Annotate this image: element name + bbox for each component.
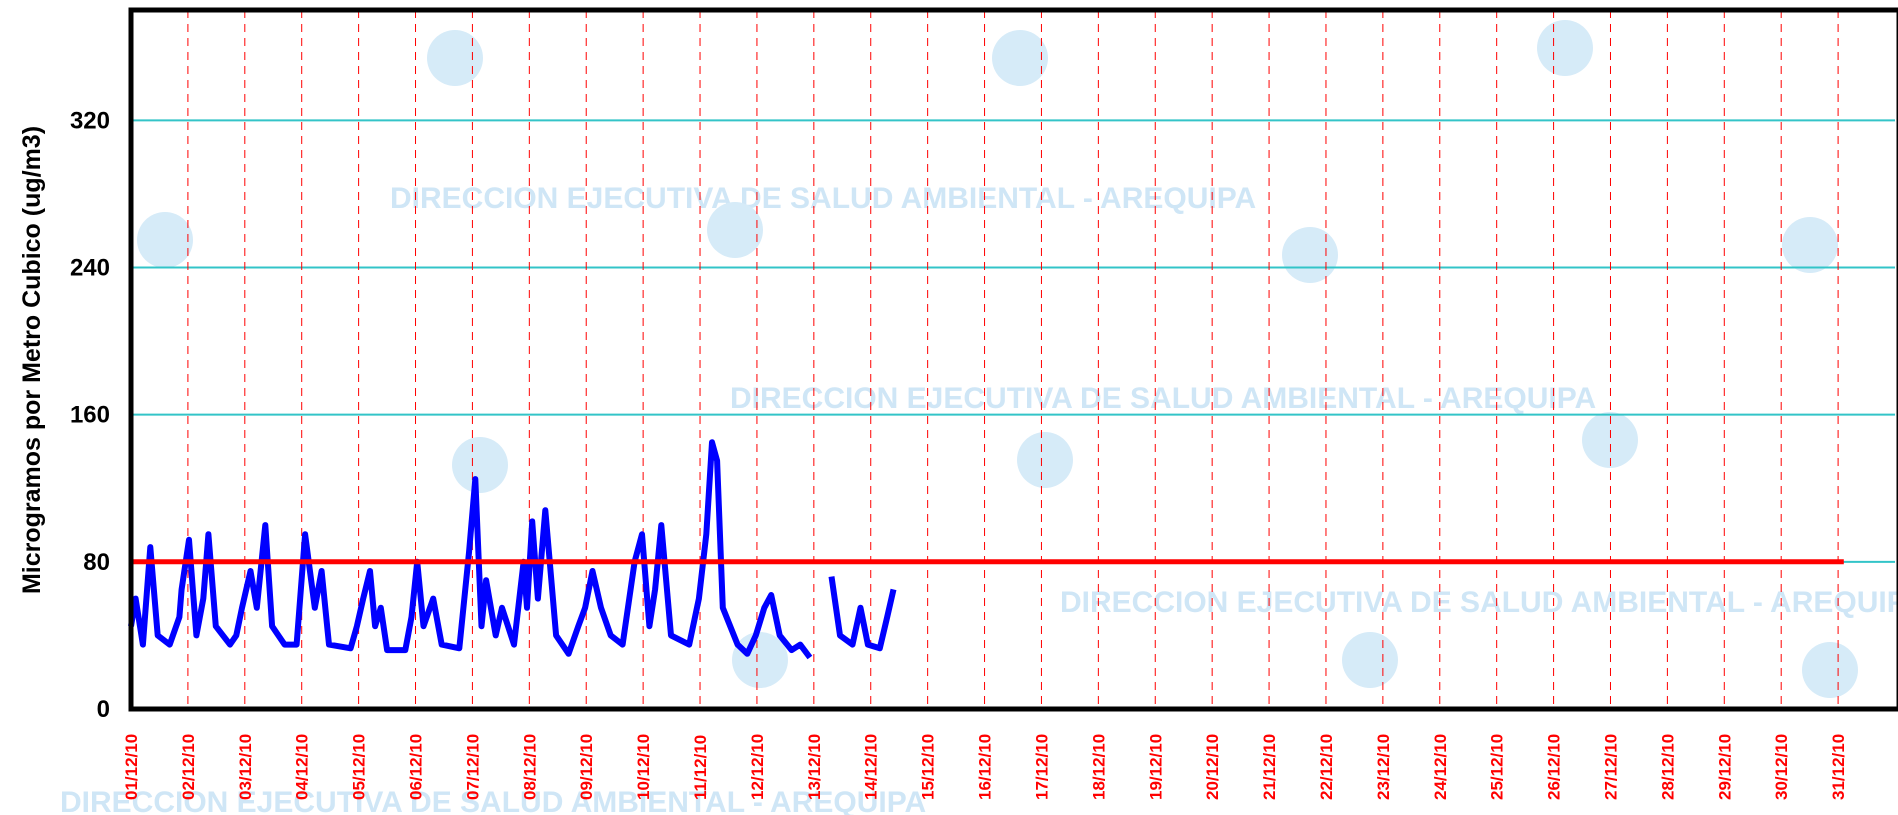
x-tick-label: 06/12/10 [407,734,426,800]
x-tick-label: 19/12/10 [1146,734,1165,800]
x-tick-label: 01/12/10 [122,734,141,800]
x-tick-label: 15/12/10 [919,734,938,800]
x-tick-label: 16/12/10 [976,734,995,800]
x-tick-label: 31/12/10 [1829,734,1848,800]
watermark: DIRECCION EJECUTIVA DE SALUD AMBIENTAL -… [730,382,1596,415]
x-tick-label: 09/12/10 [577,734,596,800]
watermark: DIRECCION EJECUTIVA DE SALUD AMBIENTAL -… [1060,586,1898,619]
watermark-layer: DIRECCION EJECUTIVA DE SALUD AMBIENTAL -… [60,20,1898,815]
y-axis-label: Microgramos por Metro Cubico (ug/m3) [18,126,46,594]
watermark: DIRECCION EJECUTIVA DE SALUD AMBIENTAL -… [390,182,1256,215]
x-tick-label: 28/12/10 [1658,734,1677,800]
x-tick-label: 27/12/10 [1601,734,1620,800]
plot-border [128,7,1898,712]
x-tick-label: 14/12/10 [862,734,881,800]
x-tick-label: 04/12/10 [293,734,312,800]
x-tick-label: 22/12/10 [1317,734,1336,800]
x-tick-label: 12/12/10 [748,734,767,800]
x-tick-label: 17/12/10 [1032,734,1051,800]
x-tick-label: 05/12/10 [350,734,369,800]
y-tick-label: 240 [70,255,110,282]
watermark: DIRECCION EJECUTIVA DE SALUD AMBIENTAL -… [60,786,926,815]
data-line [128,439,897,660]
x-tick-label: 18/12/10 [1089,734,1108,800]
x-tick-label: 24/12/10 [1431,734,1450,800]
y-tick-label: 160 [70,402,110,429]
x-tick-label: 25/12/10 [1488,734,1507,800]
x-tick-label: 26/12/10 [1545,734,1564,800]
x-tick-label: 10/12/10 [634,734,653,800]
y-tick-label: 80 [83,549,110,576]
x-tick-label: 29/12/10 [1715,734,1734,800]
x-tick-label: 23/12/10 [1374,734,1393,800]
logo-shapes [137,20,1858,698]
y-tick-label: 320 [70,107,110,134]
x-tick-label: 02/12/10 [179,734,198,800]
x-tick-label: 20/12/10 [1203,734,1222,800]
y-tick-label: 0 [97,696,110,723]
x-tick-label: 03/12/10 [236,734,255,800]
x-tick-label: 21/12/10 [1260,734,1279,800]
x-tick-label: 30/12/10 [1772,734,1791,800]
x-tick-label: 07/12/10 [463,734,482,800]
x-tick-label: 08/12/10 [520,734,539,800]
x-tick-label: 13/12/10 [805,734,824,800]
x-tick-label: 11/12/10 [691,735,710,800]
